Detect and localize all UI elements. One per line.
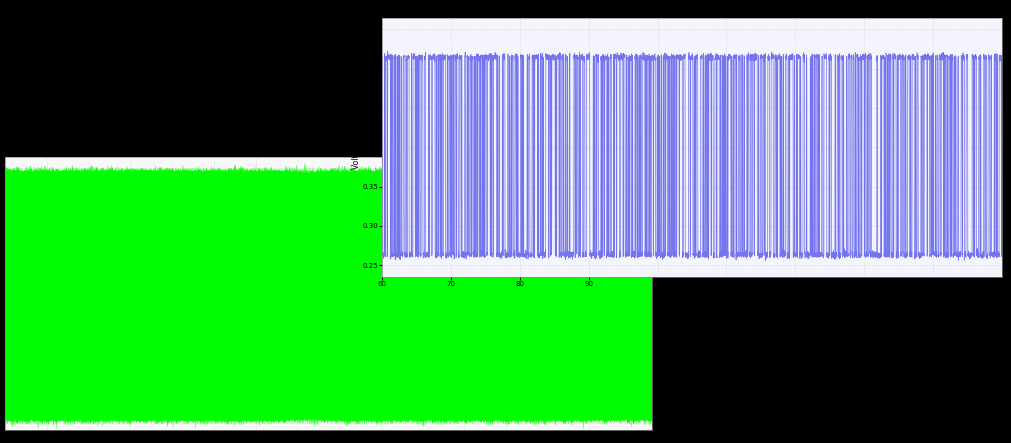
Y-axis label: Voltage (V): Voltage (V) [352, 126, 361, 168]
Title: Eye Diagram: Eye Diagram [299, 148, 358, 156]
X-axis label: Time (ns): Time (ns) [674, 288, 710, 297]
X-axis label: Time (ps): Time (ps) [310, 441, 347, 443]
